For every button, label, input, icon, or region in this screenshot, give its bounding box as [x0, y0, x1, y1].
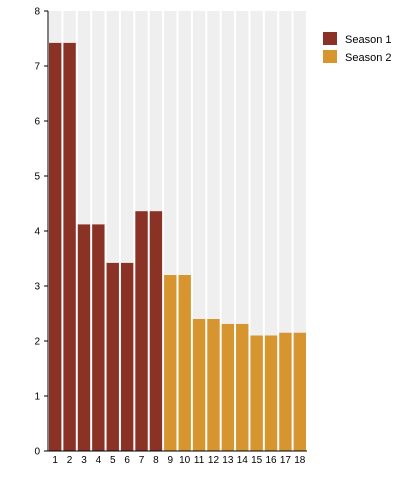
x-tick-label: 6 — [124, 455, 130, 466]
y-tick-label: 0 — [34, 447, 40, 458]
x-tick-label: 7 — [139, 455, 145, 466]
x-tick-label: 2 — [67, 455, 73, 466]
x-tick-label: 9 — [168, 455, 174, 466]
x-tick-label: 13 — [222, 455, 234, 466]
bar-16 — [264, 335, 278, 451]
x-tick-label: 4 — [96, 455, 102, 466]
legend-swatch-season-1 — [323, 32, 337, 45]
y-tick-label: 3 — [34, 282, 40, 293]
bar-6 — [120, 262, 134, 451]
x-tick-label: 10 — [179, 455, 191, 466]
y-tick-label: 4 — [34, 227, 40, 238]
x-tick-label: 17 — [280, 455, 292, 466]
x-tick-label: 12 — [208, 455, 220, 466]
x-axis-ticks: 1 2 3 4 5 6 7 8 9 10 11 12 13 14 15 16 17 18 — [52, 455, 305, 466]
x-tick-label: 15 — [251, 455, 263, 466]
bar-13 — [221, 323, 235, 451]
bar-14 — [236, 323, 249, 451]
bar-17 — [279, 332, 292, 451]
x-tick-label: 18 — [294, 455, 306, 466]
x-tick-label: 1 — [52, 455, 58, 466]
y-tick-label: 5 — [34, 172, 40, 183]
x-tick-label: 3 — [81, 455, 87, 466]
bar-5 — [106, 262, 119, 451]
x-tick-label: 11 — [194, 455, 205, 466]
bars — [49, 42, 306, 452]
y-tick-label: 1 — [34, 392, 40, 403]
legend-swatch-season-2 — [323, 50, 337, 63]
bar-18 — [293, 332, 306, 451]
x-tick-label: 14 — [237, 455, 249, 466]
x-tick-label: 8 — [153, 455, 159, 466]
bar-12 — [207, 319, 220, 451]
bar-10 — [178, 275, 191, 451]
bar-1 — [49, 42, 62, 452]
y-axis-ticks: 0 1 2 3 4 5 6 7 8 — [34, 7, 48, 458]
bar-3 — [77, 224, 91, 451]
legend: Season 1 Season 2 — [323, 32, 391, 64]
y-tick-label: 6 — [34, 117, 40, 128]
bar-11 — [192, 319, 206, 451]
bar-15 — [250, 335, 263, 451]
x-tick-label: 5 — [110, 455, 116, 466]
y-tick-label: 2 — [34, 337, 40, 348]
y-tick-label: 8 — [34, 7, 40, 18]
x-tick-label: 16 — [265, 455, 277, 466]
legend-label-season-1: Season 1 — [345, 34, 391, 46]
y-tick-label: 7 — [34, 62, 40, 73]
bar-8 — [149, 211, 163, 451]
bar-2 — [63, 42, 76, 452]
bar-9 — [164, 275, 177, 451]
legend-label-season-2: Season 2 — [345, 52, 391, 64]
bar-4 — [92, 224, 105, 451]
bar-7 — [135, 211, 148, 451]
